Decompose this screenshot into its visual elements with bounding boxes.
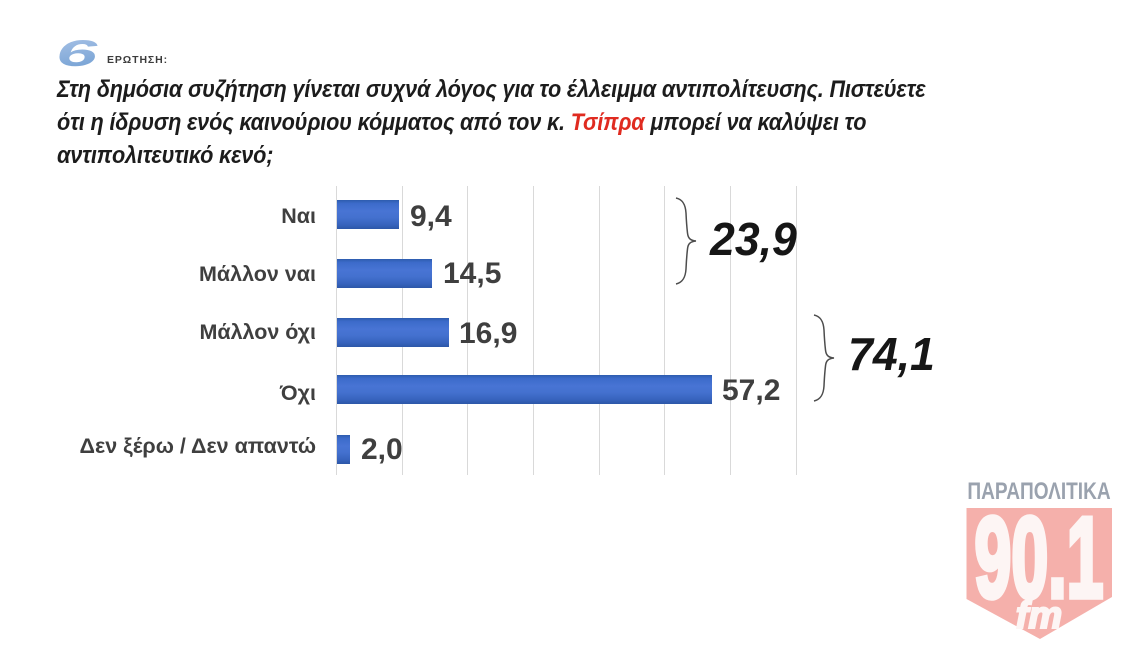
svg-text:fm: fm xyxy=(1016,595,1062,637)
svg-text:ΠΑΡΑΠΟΛΙΤΙΚΑ: ΠΑΡΑΠΟΛΙΤΙΚΑ xyxy=(967,478,1111,505)
svg-text:90.1: 90.1 xyxy=(975,494,1104,621)
